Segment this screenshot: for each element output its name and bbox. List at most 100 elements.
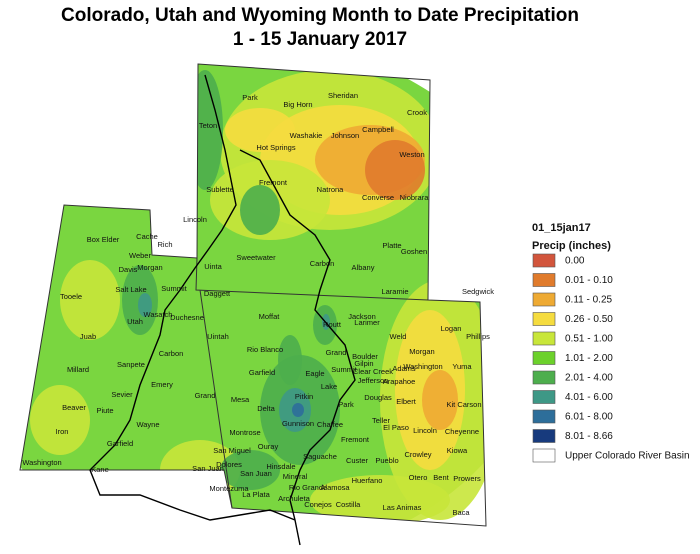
state-borders [195,257,429,509]
legend-swatch [532,390,556,404]
county-label: Chaffee [317,420,343,429]
county-label: Teton [199,121,217,130]
precip-area [220,450,280,490]
legend-title: 01_15jan17 [532,222,591,234]
county-label: Logan [441,324,462,333]
county-label: Park [338,400,354,409]
legend-label: 6.01 - 8.00 [565,412,613,423]
county-label: Phillips [466,332,490,341]
county-label: Campbell [362,125,394,134]
county-label: Teller [372,416,390,425]
county-label: Gunnison [282,419,314,428]
county-label: Archuleta [278,494,311,503]
legend-label: 1.01 - 2.00 [565,353,613,364]
county-label: Huerfano [352,476,383,485]
county-label: Rio Blanco [247,345,283,354]
county-label: Routt [323,320,342,329]
county-label: Garfield [107,439,133,448]
county-label: Kiowa [447,446,468,455]
county-label: Hot Springs [256,143,295,152]
county-label: Sweetwater [236,253,276,262]
county-label: Boulder [352,352,378,361]
county-label: Weber [129,251,151,260]
legend-swatch [532,429,556,443]
county-label: Crowley [404,450,431,459]
precip-area [240,185,280,235]
county-label: Hinsdale [266,462,295,471]
legend-swatch [532,331,556,346]
county-label: Morgan [137,263,162,272]
precip-area [225,108,295,152]
county-label: Park [242,93,258,102]
county-label: Kane [91,465,109,474]
legend-subtitle: Precip (inches) [532,240,611,252]
county-label: Tooele [60,292,82,301]
county-label: Montezuma [209,484,249,493]
county-label: Lincoln [413,426,437,435]
county-label: Cheyenne [445,427,479,436]
county-label: Clear Creek [353,367,393,376]
county-label: Pitkin [295,392,313,401]
county-label: Adams [392,364,416,373]
precip-area [30,385,90,455]
legend-label: 8.01 - 8.66 [565,431,613,442]
legend-swatch [532,253,556,268]
county-label: Cache [136,232,158,241]
county-label: Crook [407,108,427,117]
legend-swatch [532,448,556,463]
county-label: Larimer [354,318,380,327]
county-label: Fremont [341,435,370,444]
county-label: Lincoln [183,215,207,224]
county-label: Lake [321,382,337,391]
county-label: Mesa [231,395,250,404]
county-label: Otero [409,473,428,482]
county-label: Washakie [290,131,323,140]
county-label: Eagle [305,369,324,378]
county-label: Juab [80,332,96,341]
county-label: Prowers [453,474,481,483]
county-label: Yuma [452,362,472,371]
precip-area [422,370,458,430]
legend-label: 0.00 [565,256,585,267]
county-label: Delta [257,404,275,413]
county-label: La Plata [242,490,270,499]
county-label: Saguache [303,452,337,461]
precip-area [365,140,425,200]
map-title: Colorado, Utah and Wyoming Month to Date… [61,5,579,26]
county-label: Jackson [348,312,376,321]
county-label: Rich [157,240,172,249]
precip-area [187,70,223,190]
legend-swatch [532,351,556,365]
legend-label: 2.01 - 4.00 [565,373,613,384]
county-label: Conejos [304,500,332,509]
county-label: Salt Lake [115,285,146,294]
county-label: Box Elder [87,235,120,244]
county-label: Duchesne [170,313,204,322]
county-label: Sublette [206,185,234,194]
county-label: Dolores [216,460,242,469]
county-label: Kit Carson [446,400,481,409]
county-label: Weston [399,150,424,159]
legend-swatch [532,409,556,424]
county-label: Millard [67,365,89,374]
county-label: Converse [362,193,394,202]
county-label: Utah [127,317,143,326]
county-label: Sheridan [328,91,358,100]
county-label: Johnson [331,131,359,140]
precip-area [60,260,120,340]
county-label: Costilla [336,500,361,509]
county-label: Big Horn [283,100,312,109]
county-label: Natrona [317,185,345,194]
legend-label: 0.11 - 0.25 [565,295,613,306]
county-label: Albany [352,263,375,272]
legend-swatch [532,312,556,326]
county-label: Las Animas [383,503,422,512]
county-label: Grand [195,391,216,400]
county-label: Wayne [136,420,159,429]
county-label: Piute [96,406,113,415]
county-label: Elbert [396,397,417,406]
county-label: Goshen [401,247,427,256]
county-label: Niobrara [400,193,430,202]
county-label: Sanpete [117,360,145,369]
